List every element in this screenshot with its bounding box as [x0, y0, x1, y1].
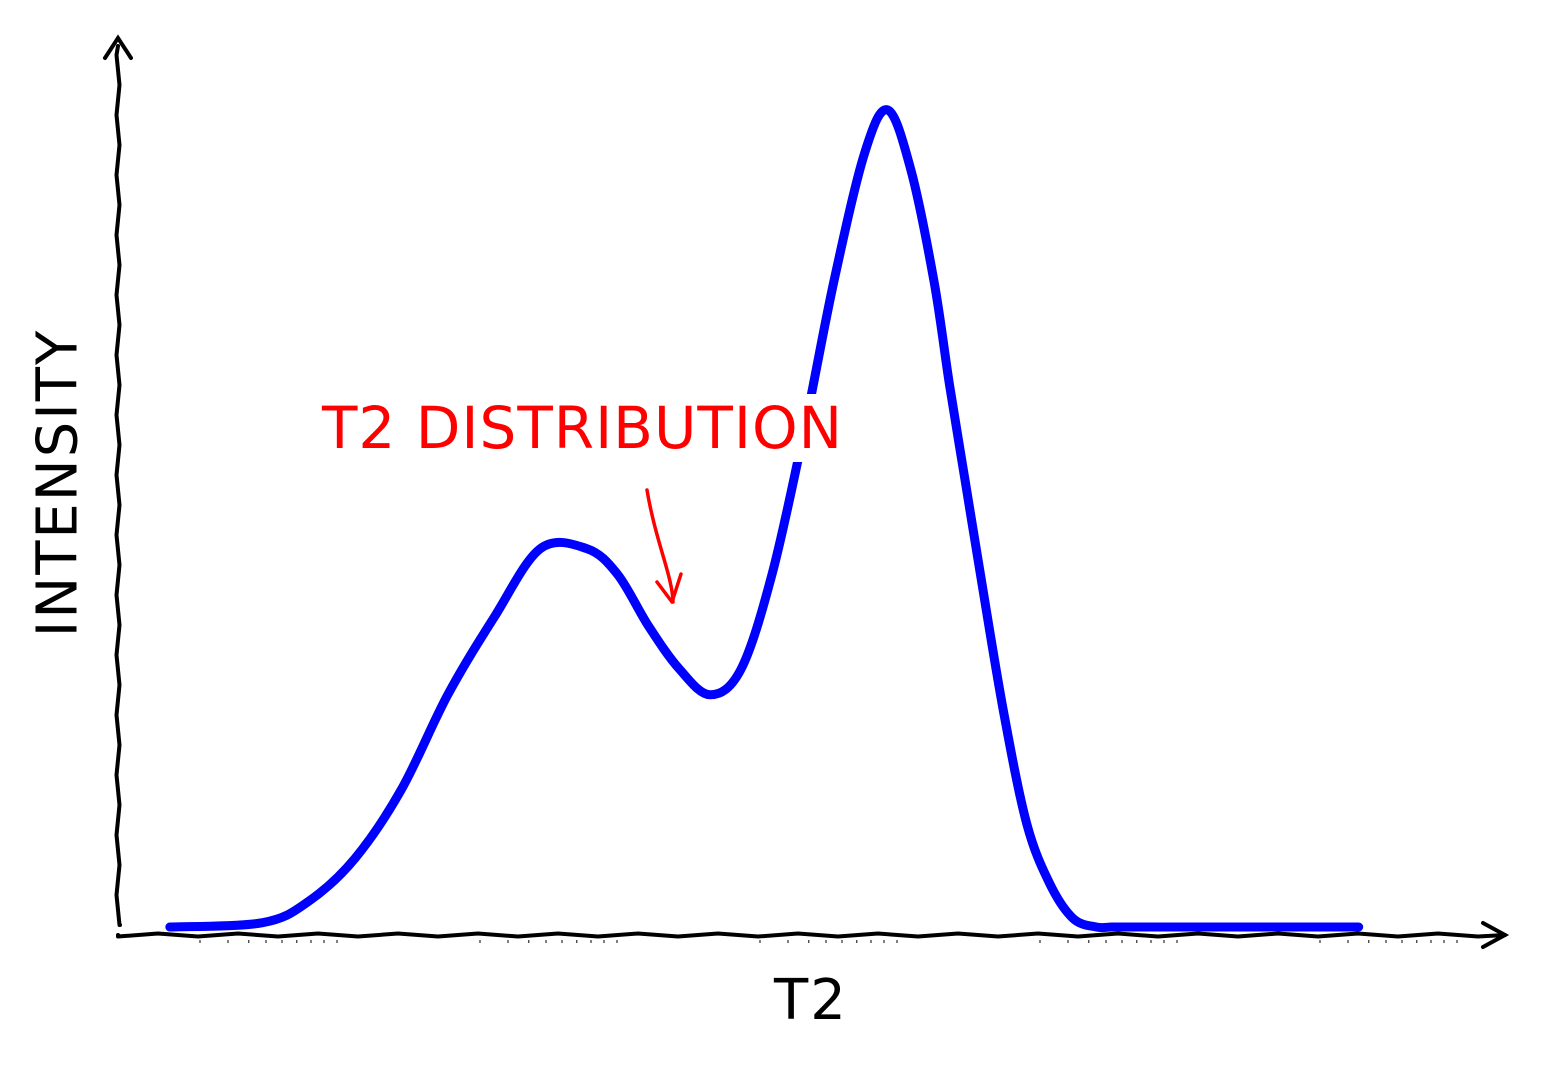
x-axis-line: [116, 931, 1507, 939]
axes: [103, 34, 1510, 949]
annotation-label: T2 DISTRIBUTION: [318, 394, 847, 462]
annotation-arrow-layer: [645, 488, 683, 604]
series-line-0: [165, 105, 1364, 933]
y-axis-line: [114, 44, 122, 927]
series-layer: [165, 105, 1364, 933]
annotation-arrowhead: [655, 572, 683, 604]
x-axis-arrowhead: [1481, 921, 1510, 949]
x-minor-ticks: [199, 940, 1458, 943]
annotation-arrow-shaft: [645, 488, 675, 604]
y-axis-arrowhead: [103, 34, 133, 60]
y-axis-label: INTENSITY: [25, 328, 91, 638]
x-axis-label: T2: [774, 968, 848, 1033]
